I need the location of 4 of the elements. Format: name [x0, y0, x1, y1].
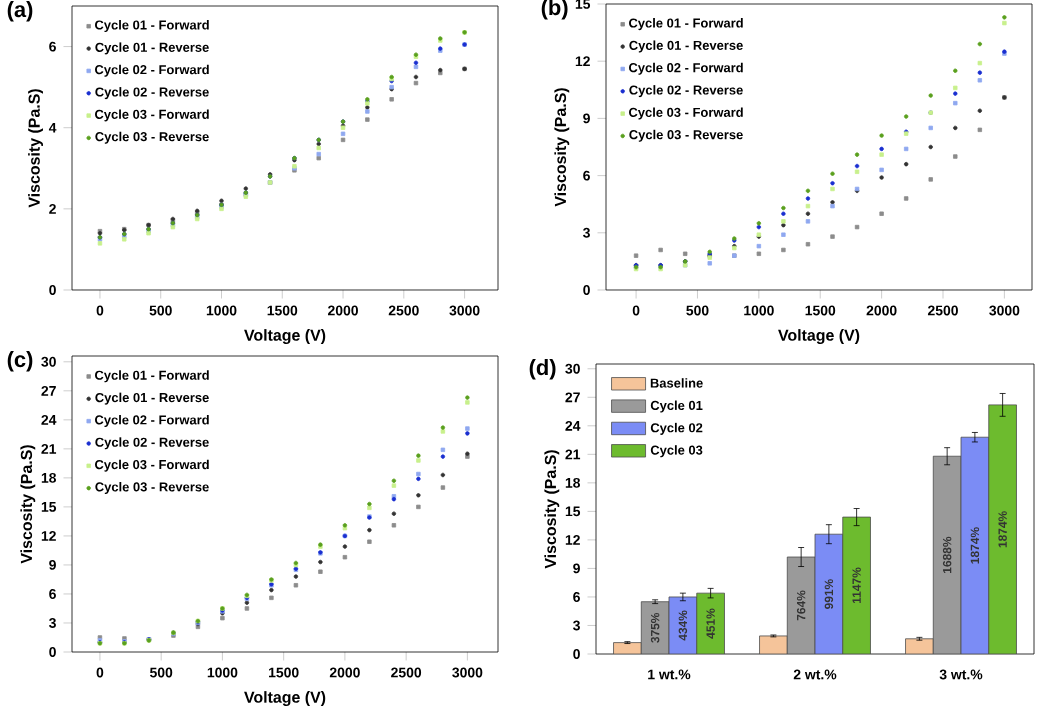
chart-title: (c) [7, 351, 33, 372]
chart-title: (d) [529, 359, 556, 380]
chart-title: (b) [541, 0, 568, 20]
chart-title: (a) [7, 1, 33, 22]
